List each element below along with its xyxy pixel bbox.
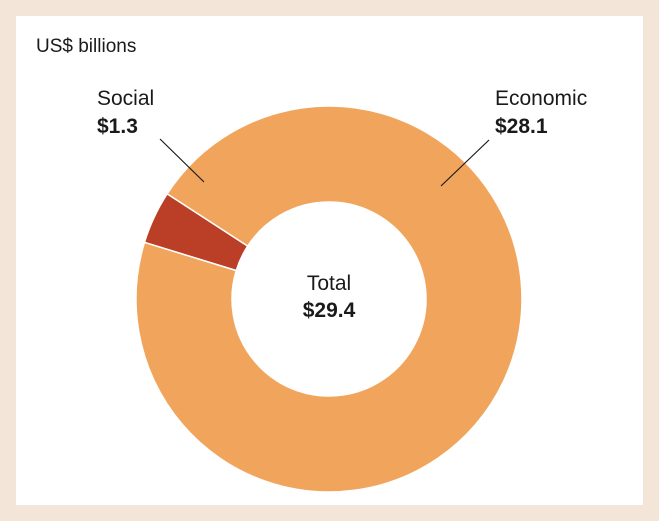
slice-social bbox=[143, 192, 249, 272]
center-total-value: $29.4 bbox=[303, 299, 356, 322]
center-total-label: Total bbox=[307, 272, 351, 295]
chart-panel: US$ billions Social $1.3 Economic $28.1 … bbox=[16, 16, 643, 505]
social-value: $1.3 bbox=[97, 115, 138, 138]
slice-economic bbox=[135, 105, 523, 493]
economic-value: $28.1 bbox=[495, 115, 548, 138]
economic-leader-line bbox=[440, 139, 490, 187]
donut-slices bbox=[135, 105, 523, 493]
social-label: Social bbox=[97, 87, 154, 110]
donut-chart: US$ billions Social $1.3 Economic $28.1 … bbox=[36, 36, 587, 493]
unit-label: US$ billions bbox=[36, 36, 136, 57]
social-leader-line bbox=[159, 138, 205, 183]
economic-label: Economic bbox=[495, 87, 587, 110]
